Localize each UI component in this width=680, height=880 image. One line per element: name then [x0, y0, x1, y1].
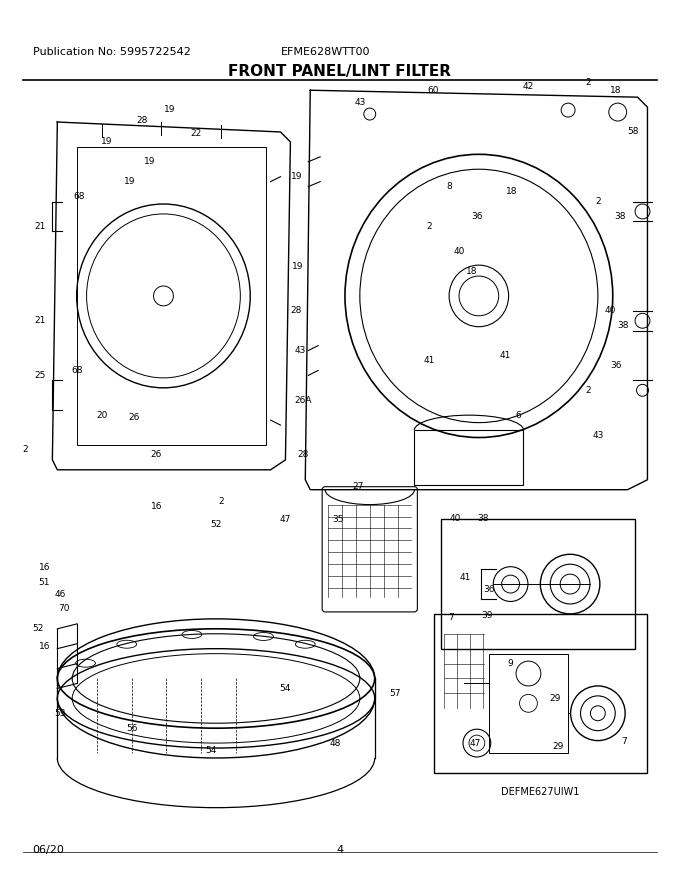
Text: 9: 9: [508, 659, 513, 668]
Text: 57: 57: [389, 689, 401, 698]
Text: 70: 70: [58, 605, 70, 613]
Text: 40: 40: [604, 306, 615, 315]
Text: 19: 19: [290, 172, 302, 181]
Text: 36: 36: [471, 212, 483, 221]
Text: 26: 26: [151, 451, 163, 459]
Bar: [441, 519, 634, 649]
Text: 35: 35: [333, 515, 344, 524]
Text: 41: 41: [459, 573, 471, 582]
Text: 7: 7: [448, 613, 454, 622]
Text: 43: 43: [354, 98, 366, 106]
Text: 2: 2: [585, 385, 591, 395]
Text: 29: 29: [549, 693, 561, 703]
Text: 4: 4: [337, 846, 343, 855]
Bar: [414, 430, 524, 485]
Text: 68: 68: [73, 192, 85, 201]
Text: 41: 41: [424, 356, 435, 365]
Text: 7: 7: [621, 737, 626, 745]
Text: 21: 21: [35, 222, 46, 231]
Text: 2: 2: [585, 77, 591, 87]
Text: 43: 43: [294, 346, 306, 355]
Text: 16: 16: [39, 562, 50, 572]
Text: 47: 47: [469, 738, 481, 748]
Text: 28: 28: [136, 115, 148, 125]
Text: 2: 2: [426, 222, 432, 231]
Text: 41: 41: [500, 351, 511, 360]
Text: 68: 68: [71, 366, 83, 375]
Text: 39: 39: [481, 612, 492, 620]
Text: 26A: 26A: [294, 396, 312, 405]
Text: 19: 19: [292, 261, 303, 271]
Text: 53: 53: [54, 708, 66, 718]
Text: 21: 21: [35, 316, 46, 326]
Text: 2: 2: [22, 445, 29, 454]
Text: 29: 29: [553, 742, 564, 751]
Text: 40: 40: [449, 514, 461, 523]
Text: 52: 52: [32, 624, 43, 634]
Text: 18: 18: [610, 85, 622, 95]
Text: 18: 18: [506, 187, 517, 196]
Text: 47: 47: [279, 515, 291, 524]
Text: 58: 58: [627, 128, 639, 136]
Text: EFME628WTT00: EFME628WTT00: [280, 48, 370, 57]
Text: 8: 8: [446, 182, 452, 191]
Text: 25: 25: [35, 370, 46, 380]
Text: 51: 51: [39, 577, 50, 587]
Text: 48: 48: [329, 738, 341, 748]
Text: 26: 26: [128, 413, 139, 422]
Text: 27: 27: [352, 482, 364, 491]
Text: 20: 20: [97, 411, 107, 420]
Text: 22: 22: [190, 129, 202, 138]
Text: 18: 18: [466, 267, 477, 275]
Text: 28: 28: [298, 451, 309, 459]
Text: 36: 36: [483, 584, 494, 593]
Text: FRONT PANEL/LINT FILTER: FRONT PANEL/LINT FILTER: [228, 64, 452, 79]
Text: DEFME627UIW1: DEFME627UIW1: [501, 787, 579, 796]
Text: 2: 2: [595, 197, 600, 206]
Text: 54: 54: [279, 684, 291, 693]
Bar: [435, 614, 647, 773]
Text: 38: 38: [614, 212, 626, 221]
Text: 6: 6: [515, 411, 522, 420]
Text: 60: 60: [428, 85, 439, 95]
Text: 19: 19: [143, 158, 155, 166]
Text: 46: 46: [54, 590, 66, 598]
Bar: [77, 147, 266, 445]
Text: 2: 2: [218, 497, 224, 506]
Text: 43: 43: [592, 430, 604, 439]
Text: 36: 36: [610, 361, 622, 370]
Text: 38: 38: [477, 514, 488, 523]
Text: 56: 56: [126, 723, 137, 733]
Text: 52: 52: [210, 520, 222, 529]
Text: Publication No: 5995722542: Publication No: 5995722542: [33, 48, 190, 57]
Text: 19: 19: [124, 177, 135, 187]
Text: 16: 16: [151, 502, 163, 511]
Text: 19: 19: [164, 105, 175, 114]
Text: 28: 28: [290, 306, 302, 315]
Bar: [489, 654, 568, 753]
Text: 16: 16: [39, 642, 50, 651]
Text: 06/20: 06/20: [33, 846, 65, 855]
Text: 19: 19: [101, 137, 113, 146]
Text: 42: 42: [523, 82, 534, 91]
Text: 40: 40: [454, 246, 464, 256]
Text: 54: 54: [205, 745, 217, 754]
Text: 38: 38: [617, 321, 628, 330]
